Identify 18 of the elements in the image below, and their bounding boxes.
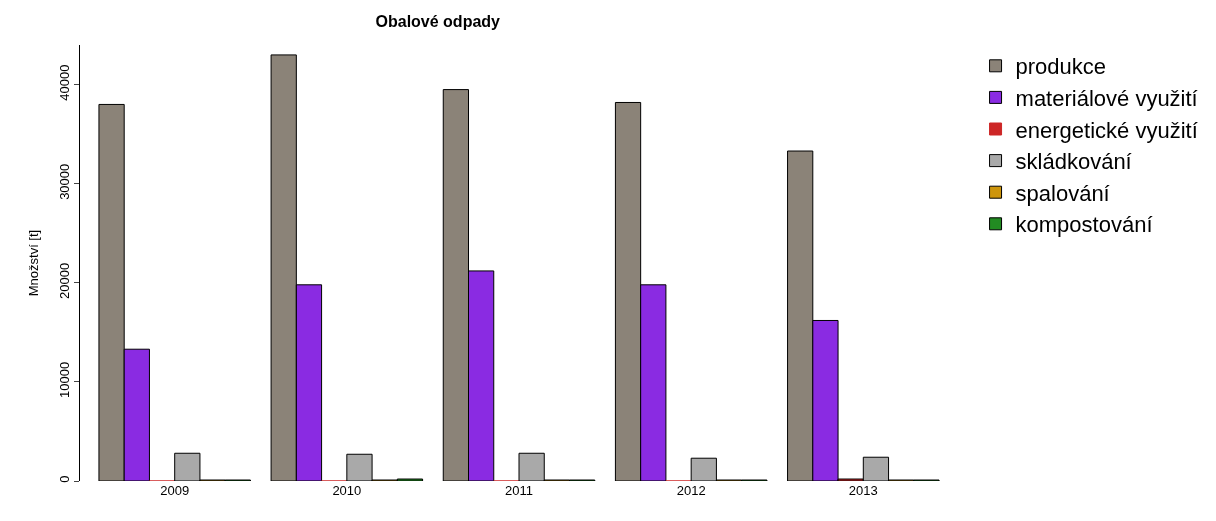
x-tick-label: 2013	[848, 483, 878, 498]
y-tick-label: 30000	[56, 163, 72, 200]
y-axis-title: Množství [t]	[25, 229, 41, 297]
y-tick-label: 40000	[56, 64, 72, 101]
legend-label: materiálové využití	[1015, 85, 1198, 111]
chart-title: Obalové odpady	[375, 12, 501, 30]
y-tick-label: 20000	[56, 262, 72, 299]
legend-label: produkce	[1015, 54, 1107, 80]
legend-label: skládkování	[1015, 149, 1132, 175]
x-tick-label: 2010	[332, 483, 362, 498]
legend-label: kompostování	[1015, 212, 1153, 238]
legend-label: spalování	[1015, 180, 1110, 206]
x-tick-label: 2011	[505, 483, 533, 498]
legend-label: energetické využití	[1015, 117, 1198, 143]
y-tick-label: 0	[56, 475, 72, 483]
y-tick-label: 10000	[56, 361, 72, 399]
x-tick-label: 2009	[160, 483, 190, 498]
x-tick-label: 2012	[676, 483, 706, 498]
